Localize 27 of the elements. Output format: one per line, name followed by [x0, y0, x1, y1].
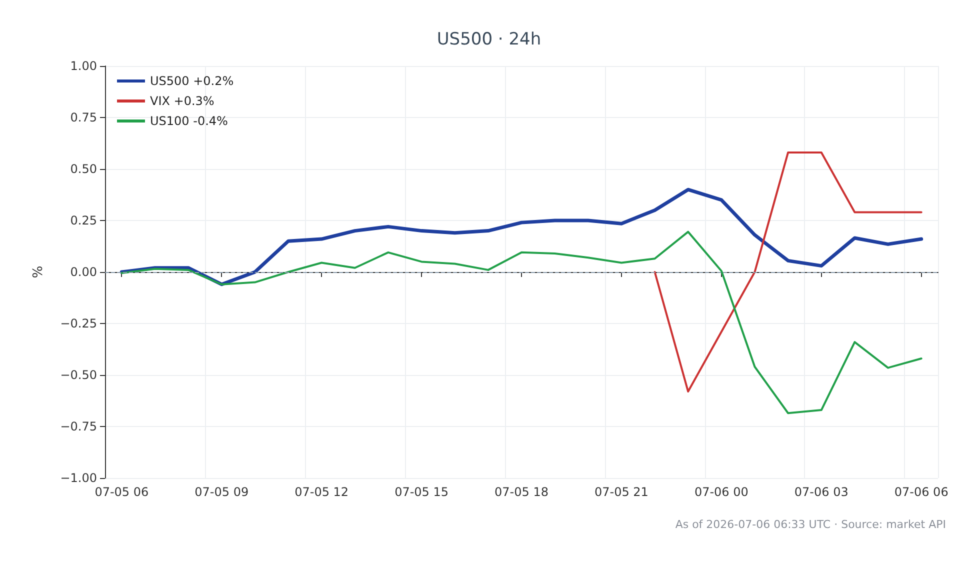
- y-axis-title: %: [31, 266, 46, 278]
- x-tick-label: 07-05 15: [394, 485, 449, 499]
- legend-label: US500 +0.2%: [150, 74, 234, 88]
- text: As of 2026-07-06 06:33 UTC · Source: market API: [675, 518, 946, 531]
- y-tick-label: 0.75: [70, 110, 97, 124]
- y-tick-label: 0.25: [70, 214, 97, 228]
- y-tick-label: −0.50: [60, 368, 97, 382]
- legend-label: VIX +0.3%: [150, 94, 214, 108]
- y-tick-label: −1.00: [60, 471, 97, 485]
- chart-title: US500 · 24h: [436, 30, 542, 50]
- y-tick-label: 0.00: [70, 265, 97, 279]
- y-tick-label: −0.75: [60, 420, 97, 434]
- x-tick-label: 07-05 09: [194, 485, 249, 499]
- y-tick-label: −0.25: [60, 316, 97, 330]
- y-tick-label: 1.00: [70, 59, 97, 73]
- x-tick-label: 07-05 21: [594, 485, 648, 499]
- y-tick-label: 0.50: [70, 162, 97, 176]
- line-series: [120, 188, 924, 286]
- x-tick-label: 07-06 03: [794, 485, 848, 499]
- line-series: [654, 152, 922, 392]
- legend-label: US100 -0.4%: [150, 114, 228, 128]
- line-series: [120, 230, 922, 414]
- x-tick-label: 07-06 06: [894, 485, 948, 499]
- x-tick-label: 07-06 00: [694, 485, 748, 499]
- x-tick-label: 07-05 18: [494, 485, 548, 499]
- x-tick-label: 07-05 06: [94, 485, 149, 499]
- x-tick-label: 07-05 12: [294, 485, 349, 499]
